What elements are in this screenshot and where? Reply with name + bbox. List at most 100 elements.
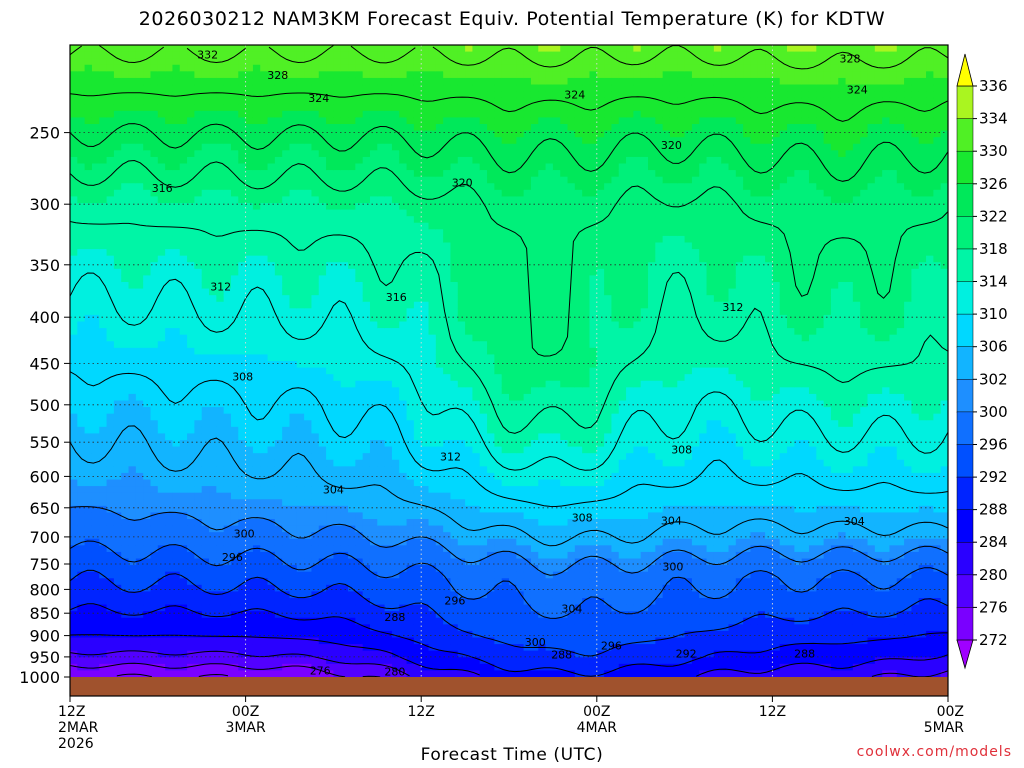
- field-cell: [157, 519, 166, 527]
- field-cell: [252, 624, 261, 632]
- field-cell: [428, 407, 437, 415]
- field-cell: [399, 630, 408, 639]
- field-cell: [70, 413, 78, 421]
- field-cell: [194, 334, 203, 342]
- field-cell: [99, 249, 108, 257]
- field-cell: [435, 538, 444, 546]
- field-cell: [77, 420, 86, 428]
- field-cell: [399, 58, 408, 66]
- field-cell: [311, 104, 320, 112]
- field-cell: [201, 150, 210, 158]
- field-cell: [187, 137, 195, 145]
- field-cell: [384, 598, 393, 606]
- field-cell: [435, 525, 444, 533]
- field-cell: [84, 611, 93, 619]
- field-cell: [77, 183, 86, 191]
- field-cell: [443, 249, 452, 257]
- field-cell: [143, 604, 152, 612]
- field-cell: [348, 565, 356, 573]
- field-cell: [384, 235, 393, 244]
- field-cell: [157, 143, 166, 151]
- field-cell: [311, 440, 320, 448]
- field-cell: [238, 203, 247, 211]
- field-cell: [84, 354, 93, 362]
- field-cell: [318, 288, 327, 296]
- field-cell: [194, 505, 203, 514]
- field-cell: [355, 301, 364, 309]
- field-cell: [348, 611, 356, 619]
- field-cell: [428, 479, 437, 487]
- field-cell: [223, 249, 232, 257]
- field-cell: [318, 453, 327, 461]
- field-cell: [421, 91, 430, 99]
- field-cell: [267, 64, 276, 72]
- field-cell: [150, 420, 159, 428]
- field-cell: [194, 472, 203, 481]
- field-cell: [99, 525, 108, 533]
- field-cell: [428, 163, 437, 171]
- field-cell: [267, 367, 276, 375]
- field-cell: [143, 387, 152, 395]
- field-cell: [216, 591, 225, 599]
- field-cell: [165, 45, 174, 53]
- field-cell: [377, 268, 386, 277]
- field-cell: [106, 532, 115, 540]
- field-cell: [70, 657, 78, 665]
- field-cell: [282, 617, 291, 625]
- field-cell: [209, 189, 217, 198]
- field-cell: [238, 334, 247, 342]
- field-cell: [194, 519, 203, 527]
- field-cell: [421, 117, 430, 125]
- field-cell: [209, 532, 217, 540]
- field-cell: [223, 650, 232, 658]
- field-cell: [377, 104, 386, 112]
- field-cell: [260, 262, 269, 270]
- field-cell: [369, 558, 378, 566]
- field-cell: [187, 209, 195, 217]
- field-cell: [209, 183, 217, 191]
- field-cell: [355, 512, 364, 520]
- field-cell: [201, 505, 210, 514]
- field-cell: [333, 598, 342, 606]
- field-cell: [84, 314, 93, 323]
- field-cell: [260, 453, 269, 461]
- field-cell: [377, 604, 386, 612]
- field-cell: [267, 446, 276, 454]
- field-cell: [194, 598, 203, 606]
- field-cell: [201, 413, 210, 421]
- field-cell: [362, 374, 371, 382]
- field-cell: [121, 433, 130, 441]
- field-cell: [179, 203, 188, 211]
- field-cell: [223, 545, 232, 553]
- field-cell: [333, 341, 342, 349]
- field-cell: [238, 380, 247, 388]
- field-cell: [362, 137, 371, 145]
- field-cell: [113, 347, 122, 356]
- field-cell: [443, 657, 452, 665]
- field-cell: [209, 143, 217, 151]
- field-cell: [377, 611, 386, 619]
- field-cell: [428, 361, 437, 369]
- field-cell: [165, 170, 174, 178]
- field-cell: [245, 255, 254, 263]
- field-cell: [311, 413, 320, 421]
- field-cell: [318, 71, 327, 79]
- field-cell: [355, 124, 364, 132]
- field-cell: [172, 176, 181, 184]
- field-cell: [274, 328, 283, 336]
- field-cell: [391, 308, 400, 316]
- field-cell: [311, 387, 320, 395]
- field-cell: [369, 657, 378, 665]
- field-cell: [135, 466, 144, 474]
- field-cell: [209, 617, 217, 625]
- field-cell: [165, 328, 174, 336]
- field-cell: [391, 51, 400, 59]
- field-cell: [245, 578, 254, 586]
- field-cell: [421, 525, 430, 533]
- field-cell: [223, 624, 232, 632]
- field-cell: [428, 519, 437, 527]
- field-cell: [252, 663, 261, 672]
- field-cell: [348, 499, 356, 507]
- field-cell: [150, 84, 159, 92]
- field-cell: [267, 347, 276, 356]
